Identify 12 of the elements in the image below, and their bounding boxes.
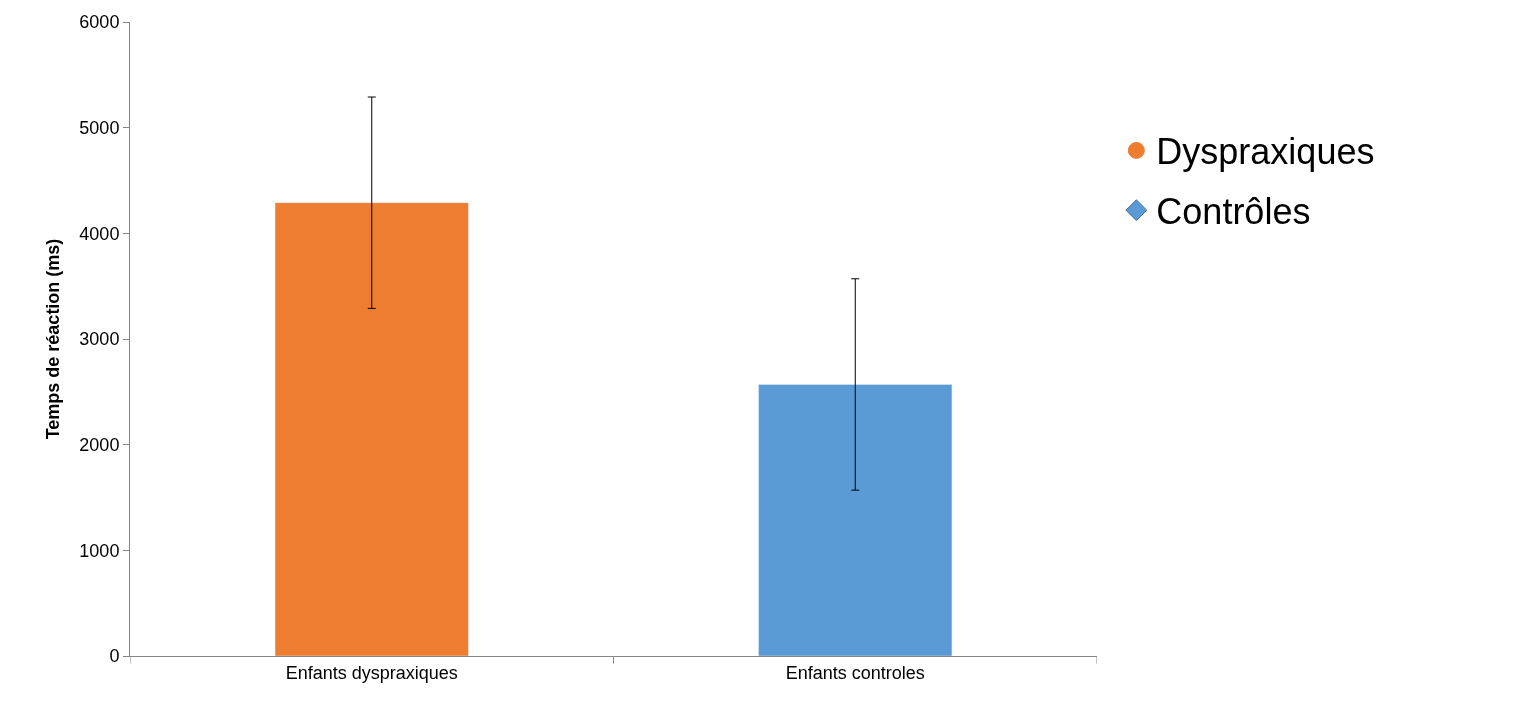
- y-tick-label: 6000: [79, 12, 120, 33]
- y-axis-title: Temps de réaction (ms): [42, 238, 63, 440]
- y-tick-label: 2000: [79, 434, 120, 455]
- legend-label: Dyspraxiques: [1156, 131, 1375, 173]
- legend-label: Contrôles: [1156, 191, 1311, 233]
- y-tick-label: 5000: [79, 117, 120, 138]
- x-tick-label: Enfants dyspraxiques: [285, 662, 458, 683]
- y-tick-label: 4000: [79, 223, 120, 244]
- y-tick-label: 0: [109, 646, 120, 667]
- y-tick-label: 3000: [79, 329, 120, 350]
- x-tick-label: Enfants controles: [785, 662, 925, 683]
- y-tick-label: 1000: [79, 540, 120, 561]
